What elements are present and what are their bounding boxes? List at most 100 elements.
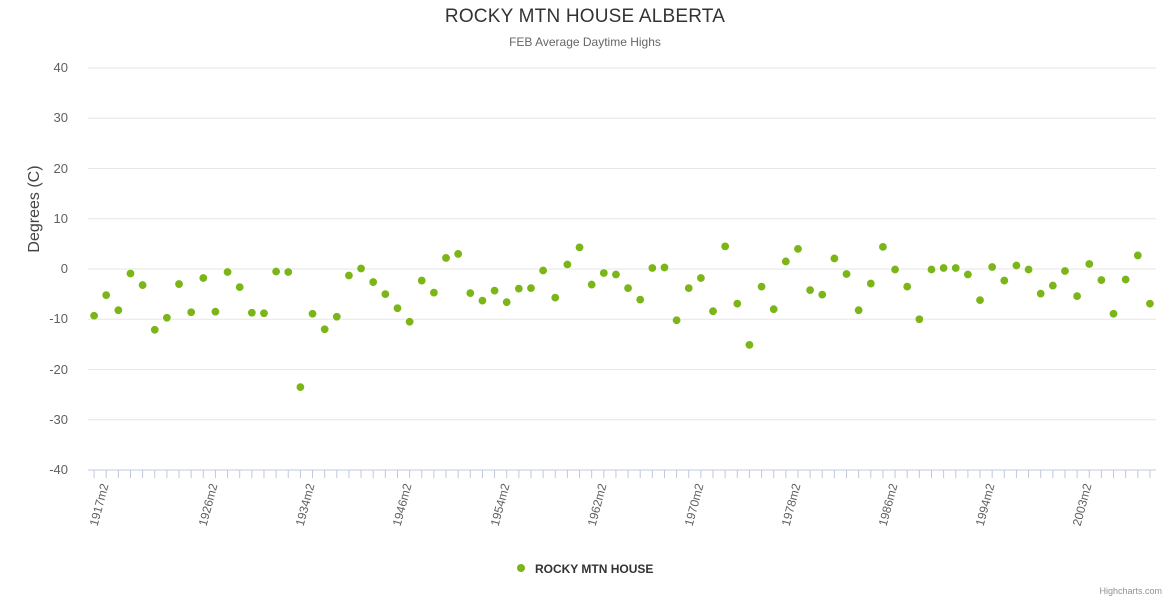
data-point[interactable] — [696, 273, 706, 283]
data-point[interactable] — [368, 277, 378, 287]
data-points[interactable] — [89, 241, 1155, 392]
data-point[interactable] — [477, 296, 487, 306]
data-point[interactable] — [101, 290, 111, 300]
data-point[interactable] — [1048, 281, 1058, 291]
data-point[interactable] — [295, 382, 305, 392]
data-point[interactable] — [1096, 275, 1106, 285]
data-point[interactable] — [744, 340, 754, 350]
data-point[interactable] — [514, 284, 524, 294]
data-point[interactable] — [441, 253, 451, 263]
data-point[interactable] — [271, 267, 281, 277]
data-point[interactable] — [417, 276, 427, 286]
data-point[interactable] — [320, 324, 330, 334]
data-point[interactable] — [926, 264, 936, 274]
gridlines — [88, 67, 1156, 421]
data-point[interactable] — [562, 259, 572, 269]
y-axis-tick-label: 40 — [53, 60, 68, 75]
data-point[interactable] — [987, 262, 997, 272]
data-point[interactable] — [914, 314, 924, 324]
data-point[interactable] — [210, 307, 220, 317]
data-point[interactable] — [259, 308, 269, 318]
data-point[interactable] — [866, 279, 876, 289]
data-point[interactable] — [283, 267, 293, 277]
data-point[interactable] — [732, 299, 742, 309]
data-point[interactable] — [817, 290, 827, 300]
data-point[interactable] — [854, 305, 864, 315]
data-point[interactable] — [125, 269, 135, 279]
data-point[interactable] — [793, 244, 803, 254]
data-point[interactable] — [890, 264, 900, 274]
data-point[interactable] — [769, 304, 779, 314]
data-point[interactable] — [1060, 266, 1070, 276]
data-point[interactable] — [162, 313, 172, 323]
data-point[interactable] — [308, 309, 318, 319]
data-point[interactable] — [659, 262, 669, 272]
data-point[interactable] — [490, 286, 500, 296]
data-point[interactable] — [405, 317, 415, 327]
data-point[interactable] — [113, 305, 123, 315]
data-point[interactable] — [538, 266, 548, 276]
data-point[interactable] — [720, 241, 730, 251]
legend-item-rocky-mtn-house[interactable]: ROCKY MTN HOUSE — [516, 561, 653, 576]
data-point[interactable] — [635, 295, 645, 305]
y-axis-tick-label: 20 — [53, 160, 68, 176]
data-point[interactable] — [332, 312, 342, 322]
data-point[interactable] — [672, 315, 682, 325]
data-point[interactable] — [502, 297, 512, 307]
data-point[interactable] — [587, 280, 597, 290]
data-point[interactable] — [1072, 291, 1082, 301]
data-point[interactable] — [247, 308, 257, 318]
data-point[interactable] — [198, 273, 208, 283]
data-point[interactable] — [392, 303, 402, 313]
data-point[interactable] — [1109, 309, 1119, 319]
data-point[interactable] — [550, 293, 560, 303]
data-point[interactable] — [174, 279, 184, 289]
data-point[interactable] — [150, 325, 160, 335]
data-point[interactable] — [429, 288, 439, 298]
data-point[interactable] — [611, 270, 621, 280]
data-point[interactable] — [951, 263, 961, 273]
data-point[interactable] — [939, 263, 949, 273]
data-point[interactable] — [1084, 259, 1094, 269]
data-point[interactable] — [1121, 275, 1131, 285]
data-point[interactable] — [1024, 264, 1034, 274]
data-point[interactable] — [781, 256, 791, 266]
data-point[interactable] — [902, 282, 912, 292]
credits-link[interactable]: Highcharts.com — [1099, 586, 1162, 596]
data-point[interactable] — [465, 288, 475, 298]
data-point[interactable] — [223, 267, 233, 277]
data-point[interactable] — [453, 249, 463, 259]
y-axis-tick-label: -10 — [49, 311, 68, 327]
data-point[interactable] — [829, 253, 839, 263]
y-axis-tick-label: -40 — [49, 462, 68, 477]
data-point[interactable] — [89, 311, 99, 321]
data-point[interactable] — [575, 242, 585, 252]
data-point[interactable] — [878, 242, 888, 252]
data-point[interactable] — [1133, 250, 1143, 260]
data-point[interactable] — [708, 306, 718, 316]
data-point[interactable] — [999, 276, 1009, 286]
data-point[interactable] — [975, 295, 985, 305]
data-point[interactable] — [235, 282, 245, 292]
data-point[interactable] — [757, 282, 767, 292]
circle-marker-icon — [516, 564, 525, 573]
data-point[interactable] — [344, 271, 354, 281]
data-point[interactable] — [599, 268, 609, 278]
data-point[interactable] — [623, 283, 633, 293]
data-point[interactable] — [1036, 289, 1046, 299]
data-point[interactable] — [842, 269, 852, 279]
data-point[interactable] — [356, 263, 366, 273]
data-point[interactable] — [380, 289, 390, 299]
data-point[interactable] — [1145, 299, 1155, 309]
data-point[interactable] — [186, 307, 196, 317]
data-point[interactable] — [138, 280, 148, 290]
data-point[interactable] — [963, 270, 973, 280]
data-point[interactable] — [647, 263, 657, 273]
data-point[interactable] — [1011, 260, 1021, 270]
y-axis-tick-label: 30 — [53, 110, 68, 126]
data-point[interactable] — [684, 283, 694, 293]
data-point[interactable] — [805, 285, 815, 295]
data-point[interactable] — [526, 283, 536, 293]
